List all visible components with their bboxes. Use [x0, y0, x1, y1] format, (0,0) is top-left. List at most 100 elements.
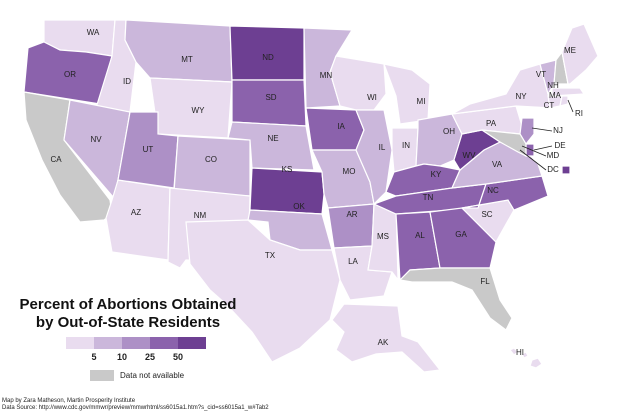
state-label-il: IL: [379, 143, 386, 152]
credits: Map by Zara Matheson, Martin Prosperity …: [2, 398, 269, 412]
state-label-ia: IA: [337, 122, 345, 131]
state-label-ak: AK: [378, 338, 389, 347]
legend-swatch-2: [122, 337, 150, 349]
state-label-va: VA: [492, 160, 503, 169]
leader-line-dc: [519, 149, 547, 171]
map-title: Percent of Abortions Obtained by Out-of-…: [8, 296, 248, 332]
states-layer: [23, 19, 599, 373]
state-nj: [519, 117, 535, 146]
state-label-al: AL: [415, 231, 425, 240]
state-label-id: ID: [123, 77, 131, 86]
state-label-la: LA: [348, 257, 358, 266]
state-ia: [305, 107, 365, 151]
credit-author: Map by Zara Matheson, Martin Prosperity …: [2, 398, 136, 404]
state-label-ny: NY: [515, 92, 527, 101]
state-ri: [559, 95, 569, 107]
state-label-ky: KY: [431, 170, 442, 179]
state-label-dc: DC: [547, 165, 559, 174]
legend-tick-0: 5: [91, 352, 97, 362]
state-label-md: MD: [547, 151, 560, 160]
state-label-wa: WA: [87, 28, 100, 37]
state-label-ut: UT: [143, 145, 154, 154]
state-label-or: OR: [64, 70, 76, 79]
state-label-sc: SC: [481, 210, 492, 219]
state-label-ne: NE: [267, 134, 278, 143]
state-label-hi: HI: [516, 348, 524, 357]
legend-na-swatch: [90, 370, 114, 381]
legend-na-label: Data not available: [120, 371, 185, 380]
legend-swatch-0: [66, 337, 94, 349]
state-label-co: CO: [205, 155, 217, 164]
state-label-ms: MS: [377, 232, 389, 241]
state-label-sd: SD: [265, 93, 276, 102]
leader-line-ri: [567, 99, 574, 113]
state-label-mt: MT: [181, 55, 193, 64]
state-tx: [185, 219, 341, 363]
state-fl: [398, 267, 513, 331]
state-label-ar: AR: [346, 210, 357, 219]
leader-line-nj: [531, 127, 553, 132]
state-nc: [461, 175, 549, 211]
map-title-line2: by Out-of-State Residents: [35, 314, 221, 331]
state-label-nd: ND: [262, 53, 274, 62]
state-label-wi: WI: [367, 93, 377, 102]
legend-tick-3: 50: [172, 352, 184, 362]
state-label-pa: PA: [486, 119, 497, 128]
state-ga: [429, 207, 497, 269]
state-label-ga: GA: [455, 230, 467, 239]
state-label-tn: TN: [423, 193, 434, 202]
state-label-wy: WY: [192, 106, 206, 115]
state-wi: [329, 55, 387, 111]
state-label-tx: TX: [265, 251, 276, 260]
state-label-vt: VT: [536, 70, 546, 79]
legend-ticks: 5 10 25 50: [66, 352, 216, 364]
map-title-line1: Percent of Abortions Obtained: [19, 296, 237, 313]
state-label-wv: WV: [463, 151, 477, 160]
leader-line-de: [533, 145, 553, 151]
legend-swatch-4: [178, 337, 206, 349]
state-label-nm: NM: [194, 211, 207, 220]
state-label-ca: CA: [50, 155, 62, 164]
state-label-nj: NJ: [553, 126, 563, 135]
state-dc: [561, 165, 571, 175]
legend-tick-2: 25: [144, 352, 156, 362]
state-label-ks: KS: [282, 165, 293, 174]
state-mi: [383, 63, 431, 125]
state-de: [525, 143, 535, 157]
state-label-nv: NV: [90, 135, 102, 144]
leader-line-md: [521, 145, 547, 157]
state-hi: [509, 347, 543, 369]
state-label-mo: MO: [343, 167, 356, 176]
legend-swatch-1: [94, 337, 122, 349]
state-label-me: ME: [564, 46, 576, 55]
state-label-ct: CT: [544, 101, 555, 110]
state-mt: [124, 19, 233, 83]
state-label-az: AZ: [131, 208, 141, 217]
legend-swatch-3: [150, 337, 178, 349]
state-md: [481, 129, 527, 157]
state-labels-layer: WA OR CA ID NV AZ MT WY UT CO NM ND SD NE KS OK TX MN IA MO…: [50, 28, 583, 357]
state-label-fl: FL: [480, 277, 490, 286]
state-label-de: DE: [554, 141, 565, 150]
state-label-in: IN: [402, 141, 410, 150]
state-label-ri: RI: [575, 109, 583, 118]
state-me: [561, 23, 599, 85]
state-label-nc: NC: [487, 186, 499, 195]
state-az: [105, 179, 171, 261]
state-label-ma: MA: [549, 91, 562, 100]
state-label-mi: MI: [417, 97, 426, 106]
state-label-ok: OK: [293, 202, 305, 211]
state-ks: [249, 167, 325, 215]
legend-na-row: Data not available: [90, 370, 184, 381]
state-ma: [551, 87, 586, 97]
leader-lines-layer: [519, 99, 574, 171]
credit-source: Data Source: http://www.cdc.gov/mmwr/pre…: [2, 405, 269, 411]
state-sd: [231, 79, 307, 127]
state-label-mn: MN: [320, 71, 333, 80]
state-co: [173, 135, 251, 197]
state-ak: [331, 303, 442, 373]
state-label-oh: OH: [443, 127, 455, 136]
legend-tick-1: 10: [116, 352, 128, 362]
legend-color-scale: [66, 337, 206, 349]
